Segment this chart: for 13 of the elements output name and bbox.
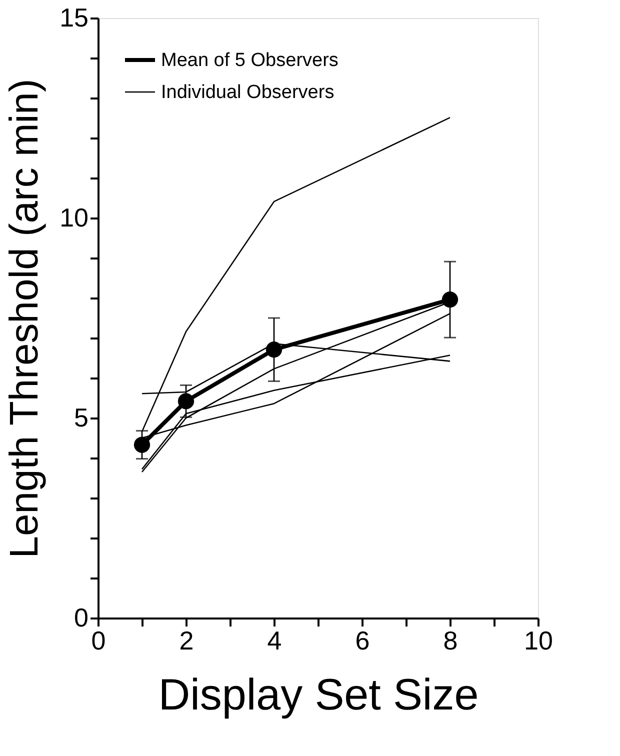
y-tick-label: 5	[74, 402, 88, 432]
x-axis-title: Display Set Size	[158, 670, 479, 720]
x-tick-label: 4	[267, 626, 282, 656]
legend-label: Individual Observers	[161, 82, 334, 103]
y-tick-label: 10	[60, 202, 88, 232]
y-tick-label: 0	[74, 602, 88, 632]
x-tick-label: 2	[179, 626, 194, 656]
x-tick-label: 6	[355, 626, 370, 656]
y-axis-title: Length Threshold (arc min)	[2, 78, 47, 558]
legend-label: Mean of 5 Observers	[161, 50, 338, 71]
x-tick-label: 8	[443, 626, 458, 656]
y-tick-label: 15	[60, 2, 88, 32]
x-tick-label: 10	[524, 626, 553, 656]
